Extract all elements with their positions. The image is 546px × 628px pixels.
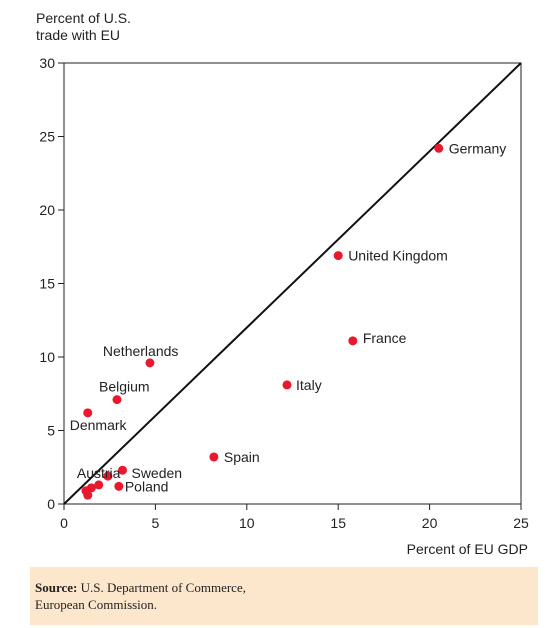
source-line-1: U.S. Department of Commerce,	[77, 580, 246, 595]
label-denmark: Denmark	[70, 417, 128, 433]
x-tick-label: 10	[239, 515, 255, 531]
point-unlabeled	[94, 480, 104, 490]
point-unlabeled	[83, 490, 93, 500]
x-tick-label: 5	[152, 515, 160, 531]
point-netherlands	[145, 358, 155, 368]
point-belgium	[112, 395, 122, 405]
y-tick-label: 5	[47, 423, 55, 439]
label-germany: Germany	[449, 140, 507, 156]
point-united-kingdom	[333, 251, 343, 261]
x-tick-label: 0	[60, 515, 68, 531]
point-austria	[103, 471, 113, 481]
y-tick-label: 15	[39, 276, 55, 292]
y-axis: 0 5 10 15 20 25 30	[39, 55, 64, 512]
source-label: Source:	[35, 580, 78, 595]
x-tick-label: 20	[422, 515, 438, 531]
label-belgium: Belgium	[99, 379, 150, 395]
x-axis: 0 5 10 15 20 25	[60, 504, 529, 531]
y-tick-label: 30	[39, 55, 55, 71]
point-italy	[282, 380, 292, 390]
y-tick-label: 10	[39, 349, 55, 365]
y-axis-title-line1: Percent of U.S.	[36, 10, 131, 26]
point-spain	[209, 452, 219, 462]
point-france	[348, 336, 358, 346]
point-sweden	[117, 465, 127, 475]
label-united-kingdom: United Kingdom	[348, 248, 448, 264]
y-tick-label: 20	[39, 202, 55, 218]
source-note: Source: U.S. Department of Commerce, Eur…	[30, 567, 538, 625]
x-tick-label: 15	[330, 515, 346, 531]
x-axis-title: Percent of EU GDP	[407, 541, 528, 557]
x-tick-label: 25	[513, 515, 529, 531]
point-denmark	[83, 408, 93, 418]
label-austria: Austria	[77, 465, 121, 481]
label-france: France	[363, 330, 407, 346]
y-tick-label: 0	[47, 496, 55, 512]
y-axis-title-line2: trade with EU	[36, 27, 120, 43]
label-sweden: Sweden	[131, 465, 182, 481]
label-spain: Spain	[224, 449, 260, 465]
source-line-2: European Commission.	[35, 597, 158, 612]
label-netherlands: Netherlands	[103, 343, 179, 359]
point-labels: Germany United Kingdom France Italy Netherla…	[70, 140, 507, 494]
label-italy: Italy	[296, 377, 322, 393]
label-poland: Poland	[125, 478, 169, 494]
data-points	[81, 143, 444, 500]
reference-line	[63, 62, 522, 505]
point-germany	[434, 143, 444, 153]
point-poland	[114, 481, 124, 491]
scatter-chart: Percent of U.S. trade with EU 0 5 10 15 20 25…	[36, 10, 529, 557]
y-tick-label: 25	[39, 129, 55, 145]
